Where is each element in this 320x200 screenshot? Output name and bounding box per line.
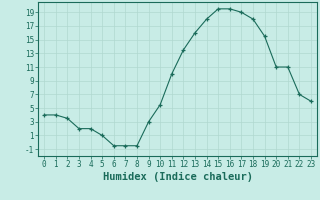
X-axis label: Humidex (Indice chaleur): Humidex (Indice chaleur) [103, 172, 252, 182]
